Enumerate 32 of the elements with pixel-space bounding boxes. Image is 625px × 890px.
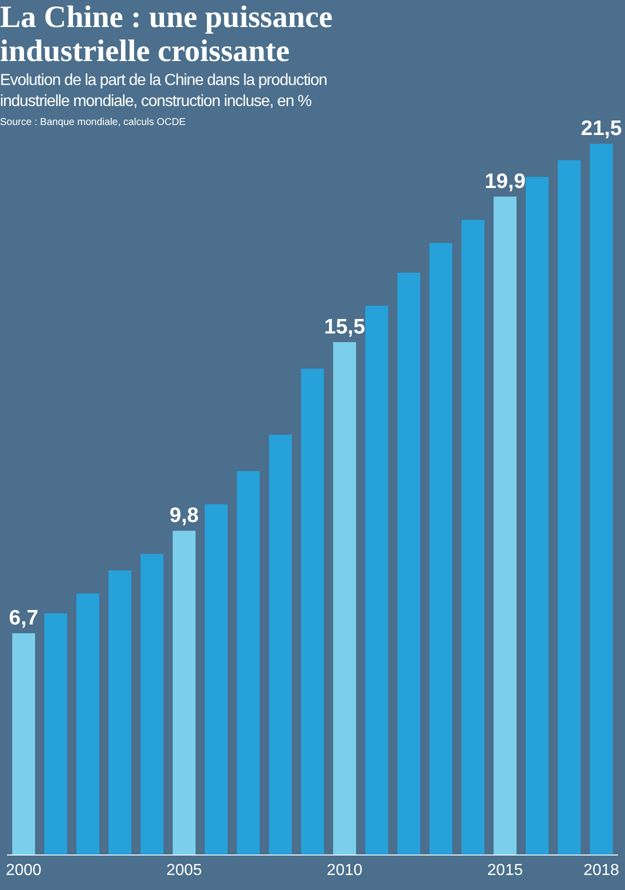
source-note: Source : Banque mondiale, calculs OCDE: [0, 116, 187, 130]
data-label: 21,5: [580, 117, 622, 140]
bar: [333, 342, 356, 855]
bar: [526, 176, 549, 855]
x-tick-label: 2010: [326, 862, 362, 879]
data-label: 15,5: [324, 315, 366, 338]
x-tick-label: 2005: [166, 862, 202, 879]
bar: [429, 242, 452, 855]
bar: [204, 504, 228, 855]
bar: [301, 368, 324, 855]
bar: [397, 272, 420, 855]
bar: [140, 554, 164, 855]
bar: [236, 471, 260, 855]
bar: [365, 306, 388, 855]
bar: [12, 633, 36, 855]
bar: [108, 570, 132, 855]
chart-title: La Chine : une puissance industrielle croissante: [0, 0, 334, 68]
bar: [462, 220, 484, 855]
bar: [558, 160, 581, 855]
x-tick-label: 2015: [487, 862, 523, 879]
data-label: 19,9: [484, 170, 526, 193]
bar: [494, 196, 516, 855]
chart-subtitle: Evolution de la part de la Chine dans la production industrielle mondiale, construction incluse, en %: [0, 71, 328, 112]
bar: [590, 144, 613, 855]
bar: [76, 594, 100, 855]
bar: [268, 434, 292, 855]
data-label: 6,7: [9, 606, 38, 630]
x-tick-label: 2018: [584, 862, 620, 879]
bar: [172, 530, 196, 855]
x-tick-label: 2000: [6, 862, 42, 879]
bar: [44, 613, 68, 855]
data-label: 9,8: [170, 504, 200, 527]
